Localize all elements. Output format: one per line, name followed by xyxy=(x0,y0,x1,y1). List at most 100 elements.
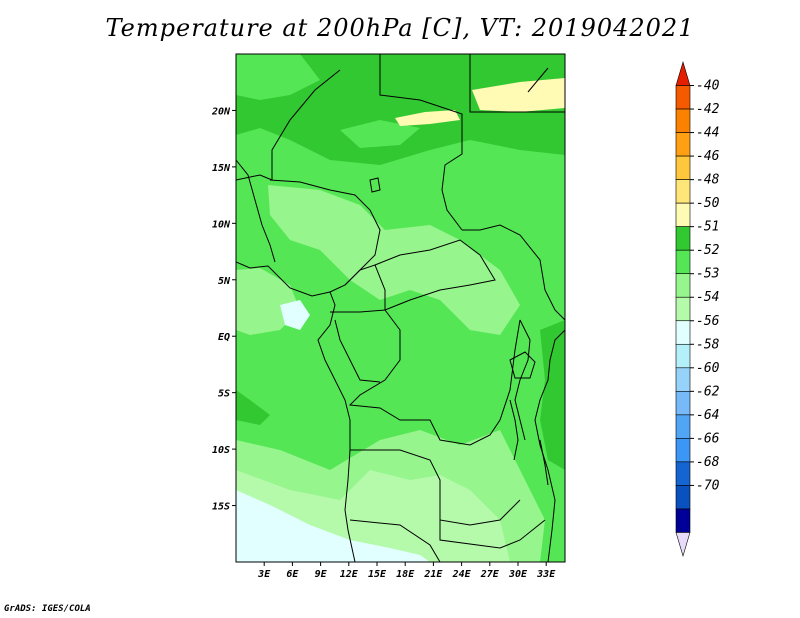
colorbar-swatch xyxy=(675,461,691,486)
colorbar-label: -42 xyxy=(696,102,720,117)
lake-malawi xyxy=(539,439,549,486)
lat-tick-label: 15S xyxy=(212,502,230,513)
colorbar-swatch xyxy=(675,132,691,157)
colorbar: -40 -42 -44 -46 -48 -50 -51 -52 -53 -54 -56 -58 -60 -… xyxy=(675,60,720,558)
border-zambia xyxy=(439,519,546,549)
lon-tick-label: 3E xyxy=(257,569,271,580)
field-band-53-south xyxy=(236,380,330,440)
colorbar-swatch xyxy=(675,485,691,510)
colorbar-label: -66 xyxy=(696,431,720,446)
lat-tick-label: 10N xyxy=(212,219,231,230)
colorbar-label: -62 xyxy=(696,384,720,399)
colorbar-label: -70 xyxy=(696,478,720,493)
field-strip-52-east xyxy=(540,320,565,470)
colorbar-swatch xyxy=(675,226,691,251)
lon-tick-label: 21E xyxy=(423,569,443,580)
border-nile-ne xyxy=(527,67,549,93)
field-region-56-sw xyxy=(236,490,430,562)
colorbar-label: -53 xyxy=(696,267,719,282)
latitude-axis: 20N 15N 10N 5N EQ 5S 10S 15S xyxy=(211,106,236,513)
border-drc xyxy=(348,309,521,446)
lake-victoria xyxy=(509,351,536,379)
lat-tick-label: 15N xyxy=(212,163,231,174)
colorbar-label: -68 xyxy=(696,455,720,470)
colorbar-label: -44 xyxy=(696,126,719,141)
colorbar-label: -54 xyxy=(696,290,719,305)
lon-tick-label: 27E xyxy=(480,569,500,580)
coastline-west-africa xyxy=(236,261,356,562)
lat-tick-label: 10S xyxy=(212,445,230,456)
colorbar-label: -58 xyxy=(696,337,720,352)
colorbar-swatch xyxy=(675,296,691,322)
software-credit: GrADS: IGES/COLA xyxy=(4,604,91,614)
colorbar-swatch xyxy=(675,438,691,463)
field-region-54-central xyxy=(268,185,520,335)
lon-tick-label: 15E xyxy=(368,569,387,580)
colorbar-swatch xyxy=(675,414,691,439)
field-band-53-north-2 xyxy=(340,120,420,148)
lon-tick-label: 33E xyxy=(536,569,556,580)
border-cameroon xyxy=(329,264,386,313)
colorbar-label: -64 xyxy=(696,408,719,423)
colorbar-swatch xyxy=(675,108,691,133)
field-band-53-north xyxy=(236,54,320,100)
colorbar-top-triangle xyxy=(675,60,691,86)
colorbar-label: -56 xyxy=(696,314,720,329)
border-angola xyxy=(350,449,521,526)
border-northwest xyxy=(236,174,273,181)
field-patch-51-ne xyxy=(472,78,565,112)
colorbar-swatch xyxy=(675,273,691,298)
colorbar-label: -52 xyxy=(696,243,720,258)
colorbar-swatch xyxy=(675,391,691,416)
field-strip-52-west xyxy=(236,390,270,425)
field-band-52-north xyxy=(236,54,565,165)
lon-tick-label: 9E xyxy=(315,569,328,580)
colorbar-swatch xyxy=(675,249,691,275)
lake-tanganyika xyxy=(509,399,519,461)
longitude-axis: 3E 6E 9E 12E 15E 18E 21E 24E 27E 30E 33E xyxy=(257,562,556,580)
border-namibia xyxy=(349,519,441,562)
map-title: Temperature at 200hPa [C], VT: 201904202… xyxy=(105,14,695,42)
colorbar-label: -51 xyxy=(696,220,719,235)
colorbar-label: -40 xyxy=(696,79,720,94)
border-east-lakes xyxy=(514,319,531,441)
border-niger-chad xyxy=(271,69,341,180)
lat-tick-label: 5S xyxy=(218,389,230,400)
border-car xyxy=(374,239,496,311)
colorbar-label: -60 xyxy=(696,361,720,376)
colorbar-swatch xyxy=(675,367,691,392)
lat-tick-label: 5N xyxy=(218,276,231,287)
colorbar-swatch xyxy=(675,85,691,110)
border-sudan xyxy=(462,224,546,291)
country-borders xyxy=(236,54,565,562)
field-patch-51-n xyxy=(395,110,460,126)
colorbar-swatch xyxy=(675,320,691,345)
colorbar-label: -50 xyxy=(696,196,720,211)
lon-tick-label: 24E xyxy=(452,569,472,580)
colorbar-swatch xyxy=(675,343,691,369)
colorbar-label: -46 xyxy=(696,149,720,164)
colorbar-swatch xyxy=(675,202,691,227)
lon-tick-label: 30E xyxy=(508,569,528,580)
lake-chad xyxy=(369,177,381,193)
border-libya-chad xyxy=(379,54,463,231)
colorbar-bottom-triangle xyxy=(675,532,691,558)
map-frame xyxy=(235,53,566,563)
border-nigeria xyxy=(269,179,381,286)
lon-tick-label: 12E xyxy=(340,569,359,580)
colorbar-swatch xyxy=(675,179,691,204)
border-westcoast-north xyxy=(236,159,276,263)
colorbar-swatch xyxy=(675,508,691,533)
border-congo xyxy=(334,319,381,383)
border-egypt-sudan xyxy=(469,54,565,113)
temperature-field xyxy=(236,54,565,562)
lat-tick-label: EQ xyxy=(218,332,230,343)
border-kenya-ethiopia xyxy=(544,289,565,321)
field-spot-56-gulf xyxy=(280,300,310,330)
colorbar-swatch xyxy=(675,155,691,180)
lat-tick-label: 20N xyxy=(211,106,231,117)
colorbar-label: -48 xyxy=(696,173,720,188)
lon-tick-label: 18E xyxy=(396,569,415,580)
coastline-east-africa xyxy=(534,329,565,562)
